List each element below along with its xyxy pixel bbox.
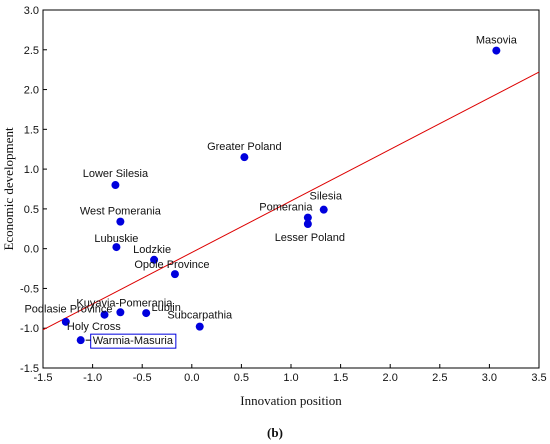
point-label: Holy Cross: [67, 321, 121, 333]
data-point: [195, 322, 204, 331]
x-axis-ticks: -1.5 -1.0 -0.5 0.0 0.5 1.0 1.5 2.0 2.5 3.0 3.5: [34, 364, 547, 384]
y-tick-label: -1.5: [20, 363, 39, 375]
x-axis-title: Innovation position: [240, 393, 342, 408]
data-point: [303, 220, 312, 229]
y-tick-label: 1.0: [24, 164, 39, 176]
point-label: Lublin: [151, 302, 180, 314]
x-tick-label: -0.5: [133, 372, 152, 384]
point-label: Pomerania: [259, 202, 313, 214]
highlight-box: [90, 333, 177, 349]
y-tick-label: 0.0: [24, 244, 39, 256]
figure-caption: (b): [267, 425, 283, 440]
data-points-layer: [61, 46, 501, 345]
y-tick-label: -0.5: [20, 283, 39, 295]
data-point: [303, 213, 312, 222]
x-tick-label: 0.0: [184, 372, 199, 384]
point-label: Kuyavia-Pomerania: [76, 297, 173, 309]
y-tick-label: 2.5: [24, 45, 39, 57]
trendline: [42, 71, 540, 331]
data-point: [170, 270, 179, 279]
data-point: [116, 217, 125, 226]
data-point: [492, 46, 501, 55]
point-label: West Pomerania: [80, 206, 162, 218]
data-point: [112, 243, 121, 252]
y-tick-label: -1.0: [20, 323, 39, 335]
data-point: [319, 205, 328, 214]
x-tick-label: 1.5: [333, 372, 348, 384]
x-tick-label: 2.5: [432, 372, 447, 384]
data-point: [240, 153, 249, 162]
point-label: Opole Province: [134, 259, 209, 271]
point-label: Subcarpathia: [167, 310, 233, 322]
point-label: Lower Silesia: [83, 168, 149, 180]
y-axis-title: Economic development: [1, 127, 16, 250]
point-label: Lubuskie: [94, 233, 138, 245]
point-labels-layer: Masovia Greater Poland Lower Silesia Silesi…: [24, 35, 518, 349]
data-point: [111, 181, 120, 190]
y-axis-ticks: 3.0 2.5 2.0 1.5 1.0 0.5 0.0 -0.5 -1.0 -1.5: [20, 5, 47, 375]
x-tick-label: -1.5: [34, 372, 53, 384]
point-label: Lodzkie: [133, 244, 171, 256]
y-tick-label: 0.5: [24, 204, 39, 216]
point-label: Greater Poland: [207, 141, 282, 153]
data-point: [150, 255, 159, 264]
point-label: Lesser Poland: [275, 232, 345, 244]
trendline-layer: [42, 71, 540, 331]
data-point: [142, 309, 151, 318]
x-tick-label: 1.0: [283, 372, 298, 384]
y-tick-label: 3.0: [24, 5, 39, 17]
data-point: [61, 317, 70, 326]
x-tick-label: 3.5: [531, 372, 546, 384]
y-tick-label: 1.5: [24, 124, 39, 136]
x-tick-label: -1.0: [83, 372, 102, 384]
x-tick-label: 3.0: [482, 372, 497, 384]
data-point: [76, 336, 85, 345]
x-tick-label: 2.0: [383, 372, 398, 384]
point-label: Silesia: [310, 191, 343, 203]
point-label: Masovia: [476, 35, 518, 47]
data-point: [116, 308, 125, 317]
y-tick-label: 2.0: [24, 85, 39, 97]
plot-area: [42, 9, 540, 369]
x-tick-label: 0.5: [234, 372, 249, 384]
point-label: Podlasie Province: [24, 304, 112, 316]
data-point: [100, 310, 109, 319]
point-label: Warmia-Masuria: [93, 335, 174, 347]
